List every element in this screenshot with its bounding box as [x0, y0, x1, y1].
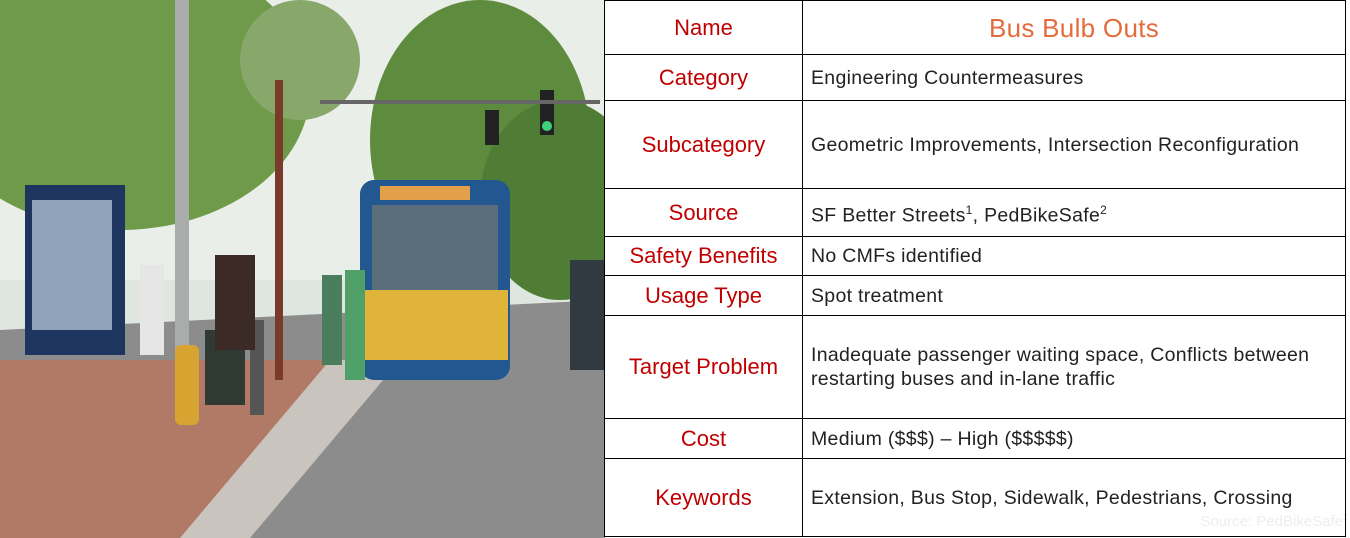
- value-text: SF Better Streets: [811, 204, 966, 227]
- table-row: Target Problem Inadequate passenger waiti…: [604, 315, 1346, 419]
- table-row: Safety Benefits No CMFs identified: [604, 236, 1346, 276]
- row-value: Extension, Bus Stop, Sidewalk, Pedestria…: [802, 458, 1346, 537]
- row-label: Keywords: [604, 458, 803, 537]
- row-label: Target Problem: [604, 315, 803, 419]
- value-text: Bus Bulb Outs: [988, 12, 1160, 43]
- row-value: Medium ($$$) – High ($$$$$): [802, 418, 1346, 459]
- table-row: Subcategory Geometric Improvements, Inter…: [604, 100, 1346, 189]
- value-text: Engineering Countermeasures: [811, 66, 1084, 89]
- info-table: Name Bus Bulb Outs Category Engineering Cou…: [604, 0, 1346, 537]
- row-label: Usage Type: [604, 275, 803, 316]
- value-text: Inadequate passenger waiting space, Conf…: [811, 344, 1310, 390]
- row-value: Engineering Countermeasures: [802, 54, 1346, 101]
- row-value: Bus Bulb Outs: [802, 0, 1346, 55]
- table-row: Source SF Better Streets1, PedBikeSafe2: [604, 188, 1346, 237]
- row-label: Category: [604, 54, 803, 101]
- row-label: Name: [604, 0, 803, 55]
- row-label: Source: [604, 188, 803, 237]
- table-row: Cost Medium ($$$) – High ($$$$$): [604, 418, 1346, 459]
- row-value: SF Better Streets1, PedBikeSafe2: [802, 188, 1346, 237]
- value-text: Spot treatment: [811, 284, 944, 307]
- row-value: Geometric Improvements, Intersection Rec…: [802, 100, 1346, 189]
- row-label: Safety Benefits: [604, 236, 803, 276]
- value-text: Geometric Improvements, Intersection Rec…: [811, 133, 1300, 156]
- row-value: Spot treatment: [802, 275, 1346, 316]
- table-row: Keywords Extension, Bus Stop, Sidewalk, P…: [604, 458, 1346, 537]
- row-label: Cost: [604, 418, 803, 459]
- table-row: Category Engineering Countermeasures: [604, 54, 1346, 101]
- value-superscript: 2: [1100, 202, 1108, 217]
- row-label: Subcategory: [604, 100, 803, 189]
- table-row: Usage Type Spot treatment: [604, 275, 1346, 316]
- value-text: No CMFs identified: [811, 245, 983, 267]
- value-text: Medium ($$$) – High ($$$$$): [811, 427, 1074, 450]
- value-text: , PedBikeSafe: [972, 204, 1101, 227]
- row-value: No CMFs identified: [802, 236, 1346, 276]
- value-superscript: 1: [965, 202, 973, 217]
- value-text: Extension, Bus Stop, Sidewalk, Pedestria…: [811, 486, 1293, 509]
- table-row: Name Bus Bulb Outs: [604, 0, 1346, 55]
- bus-stop-photo: [0, 0, 605, 538]
- row-value: Inadequate passenger waiting space, Conf…: [802, 315, 1346, 419]
